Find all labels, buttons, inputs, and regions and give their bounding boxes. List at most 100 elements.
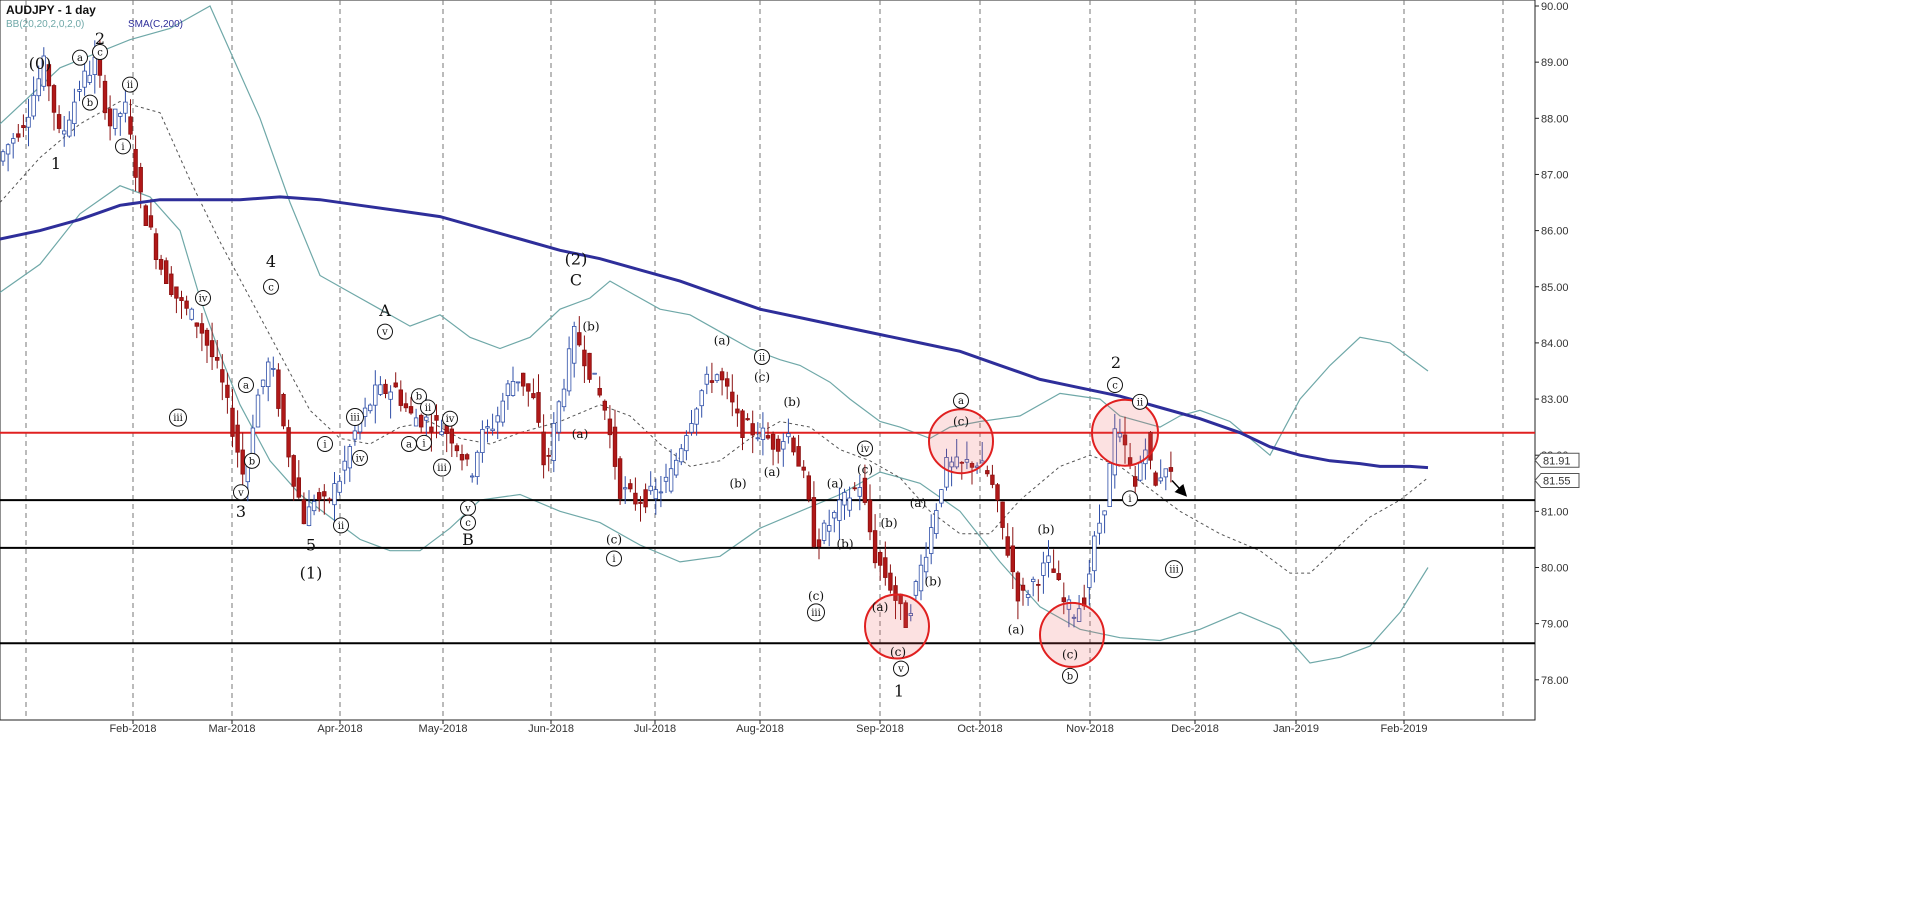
candle <box>199 313 205 352</box>
wave-label-circled: i <box>317 435 333 452</box>
candle <box>36 65 41 102</box>
wave-label-text: c <box>97 48 103 59</box>
wave-label: (c) <box>606 533 622 547</box>
candle <box>602 399 607 420</box>
candle <box>699 389 704 418</box>
wave-label-text: ii <box>759 352 765 363</box>
candle <box>306 490 312 527</box>
y-tick-label: 78.00 <box>1541 675 1569 687</box>
candle <box>296 460 301 500</box>
candles <box>0 39 1174 628</box>
projection-arrow <box>1171 479 1188 497</box>
y-tick-label: 81.00 <box>1541 506 1569 518</box>
wave-label-circled: ii <box>754 348 770 365</box>
wave-label: (b) <box>783 395 800 409</box>
candle <box>648 471 653 495</box>
candle <box>454 443 460 458</box>
candle <box>332 472 337 524</box>
candle <box>730 374 735 417</box>
candle <box>1071 614 1077 628</box>
wave-label-circled: c <box>1107 377 1123 394</box>
candle <box>1107 461 1112 507</box>
candle <box>674 452 679 478</box>
candle <box>62 116 67 147</box>
wave-label-text: iv <box>861 444 870 455</box>
candle <box>566 336 572 396</box>
candle <box>138 162 143 209</box>
candle <box>770 431 776 466</box>
candle <box>21 114 26 138</box>
wave-label: (c) <box>1062 648 1078 662</box>
y-tick-label: 85.00 <box>1541 282 1569 294</box>
candle <box>964 441 970 470</box>
wave-label-text: iii <box>1169 565 1179 576</box>
candle <box>398 380 403 412</box>
candle <box>128 99 133 140</box>
wave-label: (c) <box>808 589 824 603</box>
highlight-circle <box>864 593 930 660</box>
wave-label-text: b <box>87 98 93 109</box>
x-tick-label: Feb-2018 <box>109 723 156 735</box>
candle <box>255 388 261 428</box>
candle <box>367 403 373 414</box>
wave-label: B <box>462 530 474 549</box>
highlight-circle <box>1091 398 1159 467</box>
wave-label-text: a <box>243 381 249 392</box>
y-tick-label: 90.00 <box>1541 1 1569 13</box>
wave-label-circled: c <box>460 514 476 531</box>
candle <box>745 413 750 421</box>
wave-label: 3 <box>236 502 246 521</box>
candle <box>811 481 817 548</box>
legend-bb: BB(20,20,2,0,2,0) <box>6 19 84 30</box>
y-tick-label: 87.00 <box>1541 169 1569 181</box>
legend-sma: SMA(C,200) <box>128 19 183 30</box>
candle <box>577 316 582 347</box>
candle <box>286 419 291 468</box>
candle <box>740 409 745 451</box>
candle <box>913 579 919 602</box>
candle <box>1046 540 1051 578</box>
plot-frame <box>0 0 1536 721</box>
candle <box>755 422 760 442</box>
wave-label-text: iii <box>437 463 447 474</box>
candle <box>230 389 235 448</box>
candle <box>189 307 194 321</box>
wave-label: (a) <box>910 496 927 510</box>
candle <box>765 422 771 440</box>
wave-label: 4 <box>266 252 276 271</box>
candle <box>658 476 664 508</box>
candle <box>1066 595 1072 628</box>
candle <box>617 456 623 505</box>
candle <box>1117 418 1123 443</box>
x-tick-label: Jan-2019 <box>1273 723 1319 735</box>
wave-label: 2 <box>1111 353 1121 372</box>
wave-label-circled: v <box>460 499 476 516</box>
candle <box>77 80 82 102</box>
wave-label-text: v <box>237 488 244 499</box>
candle <box>260 379 266 395</box>
bb-upper-line <box>0 5 1429 457</box>
candle <box>1000 501 1005 540</box>
wave-label: (b) <box>1037 523 1054 537</box>
highlight-circles <box>864 398 1159 668</box>
candle <box>1076 595 1082 622</box>
candle <box>383 379 388 399</box>
candle <box>347 444 352 482</box>
candle <box>556 400 562 442</box>
last-price-tag: 81.55 <box>1534 472 1580 488</box>
x-tick-label: Jul-2018 <box>634 723 676 735</box>
candle <box>337 475 342 496</box>
wave-label: 1 <box>894 682 904 701</box>
wave-label-text: i <box>323 439 326 450</box>
wave-label-text: i <box>121 142 124 153</box>
candle <box>500 392 505 427</box>
candle <box>1122 416 1128 464</box>
x-tick-label: Nov-2018 <box>1066 723 1114 735</box>
wave-label-text: iii <box>173 413 183 424</box>
wave-label-text: v <box>381 327 388 338</box>
wave-label-circled: v <box>377 323 393 340</box>
wave-label: 1 <box>51 154 61 173</box>
candle <box>1015 570 1021 620</box>
